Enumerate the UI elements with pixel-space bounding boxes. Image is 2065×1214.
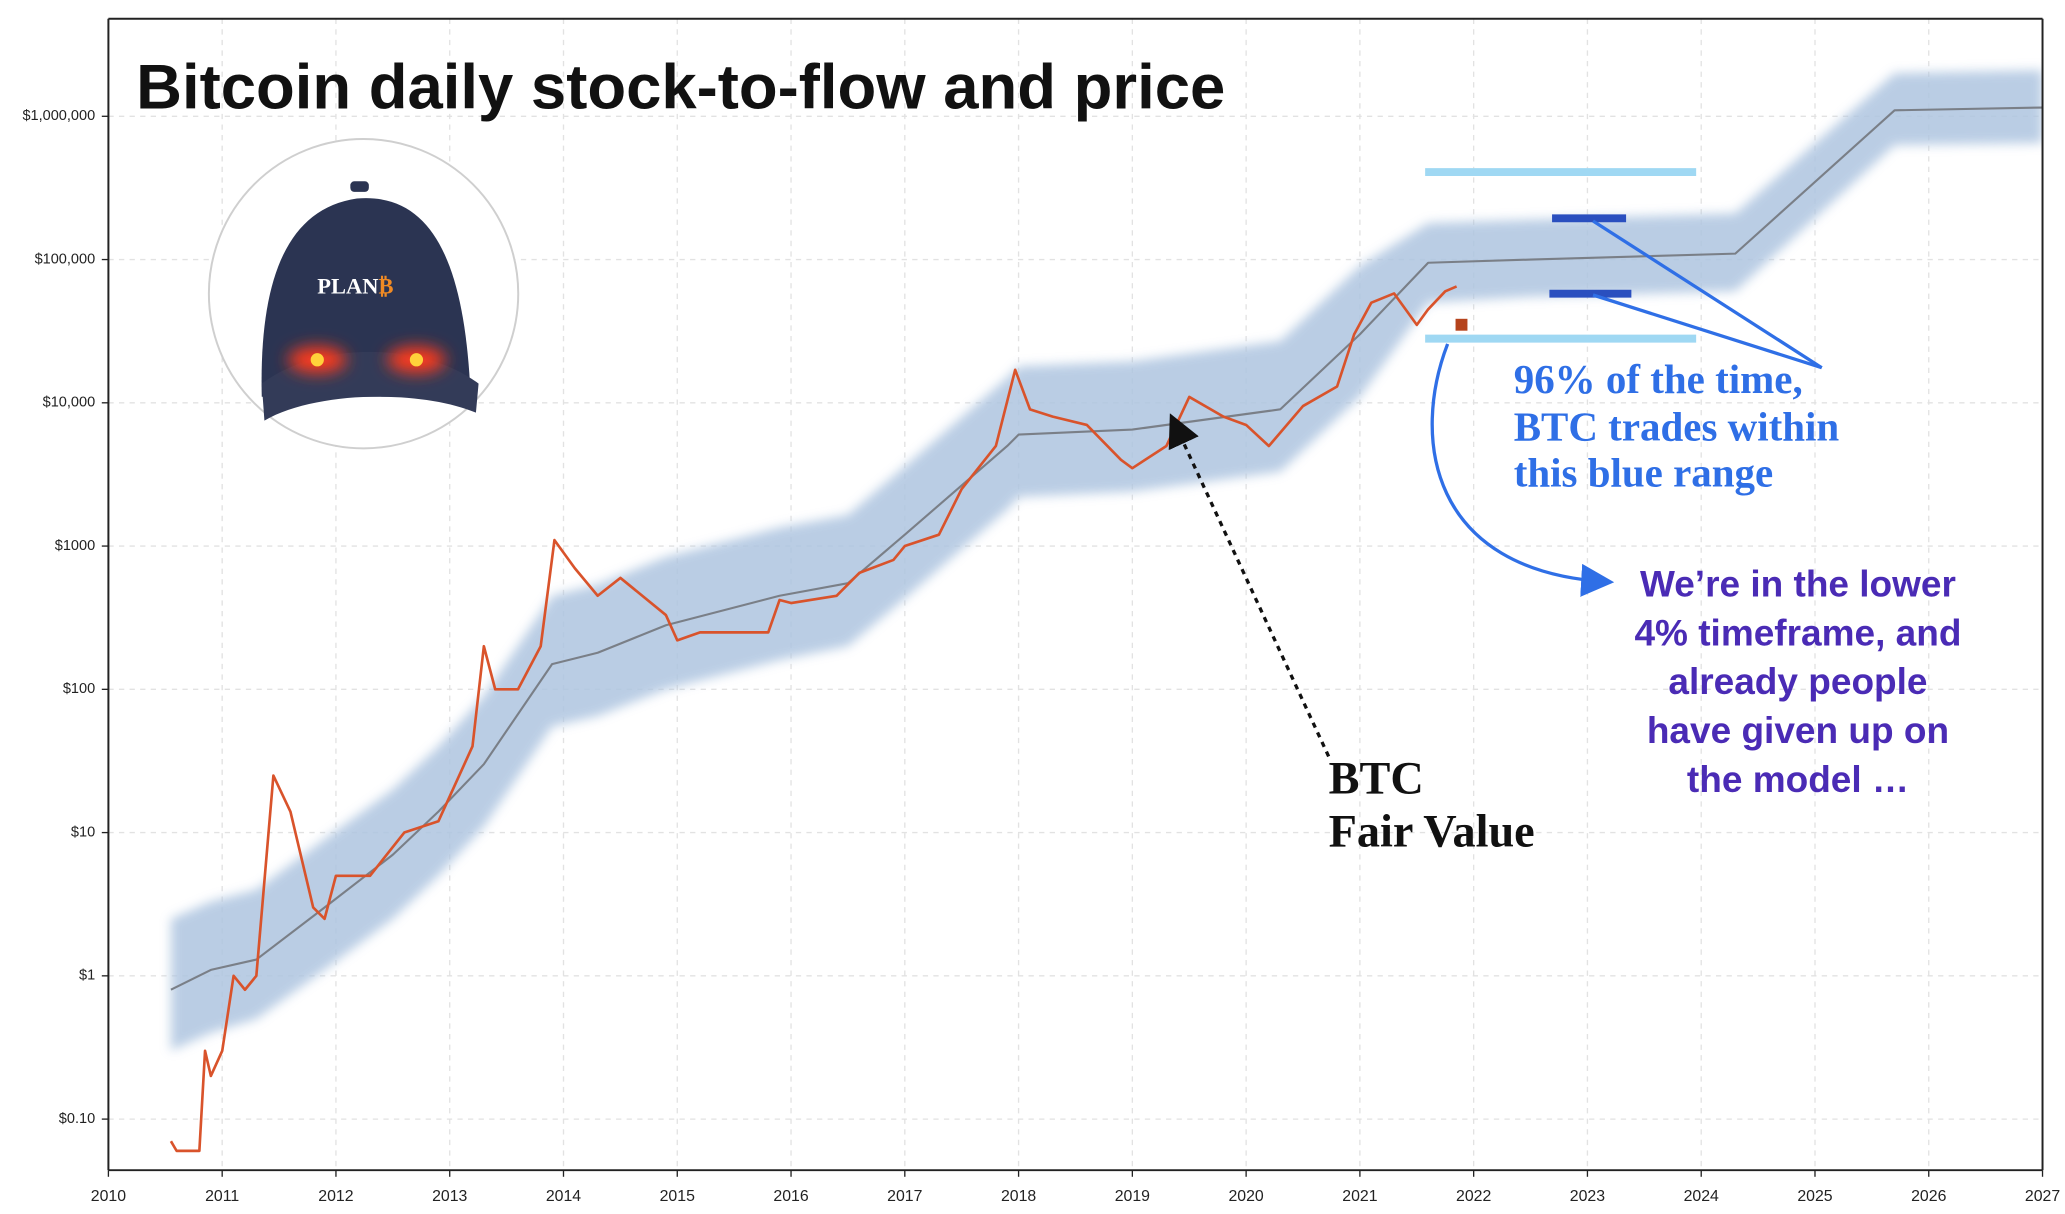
x-tick-label: 2027 [2025, 1188, 2060, 1205]
annotation: 4% timeframe, and [1634, 611, 1961, 653]
x-tick-label: 2023 [1570, 1188, 1605, 1205]
x-tick-label: 2016 [773, 1188, 808, 1205]
series-line [169, 285, 1458, 1153]
x-tick-label: 2012 [318, 1188, 353, 1205]
eye [310, 353, 324, 367]
x-tick-label: 2014 [546, 1188, 581, 1205]
eye [409, 353, 424, 367]
x-tick-label: 2017 [887, 1188, 922, 1205]
range-markers [1168, 168, 1823, 758]
annotation: Fair Value [1329, 806, 1535, 857]
x-tick-label: 2025 [1797, 1188, 1832, 1205]
logo-text: PLAN₿ [317, 274, 393, 299]
plot-area [169, 70, 2043, 1153]
curved-arrow [1430, 343, 1615, 597]
fair-value-arrow [1168, 413, 1331, 758]
y-tick-label: $10,000 [43, 395, 96, 411]
x-tick-label: 2018 [1001, 1188, 1036, 1205]
y-tick-label: $0.10 [59, 1111, 95, 1127]
pointer-line [1592, 293, 1823, 370]
logo: PLAN₿ [207, 138, 520, 450]
annotation: have given up on [1647, 709, 1949, 751]
x-tick-label: 2026 [1911, 1188, 1946, 1205]
pointer-line [1592, 219, 1823, 370]
x-tick-label: 2013 [432, 1188, 467, 1205]
y-tick-label: $100 [63, 681, 95, 697]
y-tick-label: $10 [71, 824, 95, 840]
annotation: this blue range [1514, 450, 1774, 496]
annotation: already people [1668, 660, 1927, 702]
y-tick-label: $1000 [55, 538, 95, 554]
axes [101, 17, 2044, 1177]
y-tick-label: $1,000,000 [22, 108, 95, 124]
y-tick-label: $1 [79, 968, 95, 984]
annotation: 96% of the time, [1514, 356, 1803, 402]
y-tick-label: $100,000 [35, 251, 96, 267]
band-area [170, 70, 2043, 1051]
annotation: We’re in the lower [1640, 562, 1956, 604]
logo-word: PLAN [317, 274, 378, 299]
annotation: the model … [1687, 758, 1909, 800]
x-tick-label: 2019 [1115, 1188, 1150, 1205]
x-tick-label: 2011 [205, 1188, 239, 1205]
annotation: BTC trades within [1514, 403, 1840, 449]
annotation: BTC [1329, 753, 1424, 804]
chart-title: Bitcoin daily stock-to-flow and price [136, 53, 1225, 123]
x-tick-label: 2015 [660, 1188, 695, 1205]
x-tick-label: 2010 [91, 1188, 126, 1205]
x-tick-label: 2020 [1228, 1188, 1263, 1205]
marker-dot [1455, 318, 1468, 331]
cap-button [350, 181, 369, 192]
x-tick-label: 2024 [1684, 1188, 1719, 1205]
logo-mark: ₿ [378, 274, 393, 299]
x-tick-label: 2021 [1342, 1188, 1377, 1205]
x-tick-label: 2022 [1456, 1188, 1491, 1205]
